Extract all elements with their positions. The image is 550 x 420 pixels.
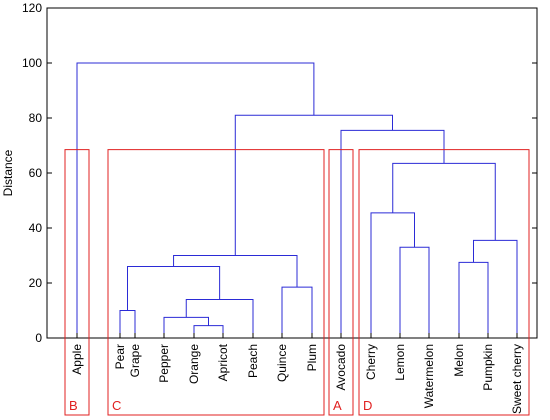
cluster-group-box xyxy=(328,149,354,416)
leaf-label: Grape xyxy=(128,344,142,378)
cluster-group-box xyxy=(64,149,90,416)
y-axis-title: Distance xyxy=(1,149,15,196)
leaf-label: Cherry xyxy=(364,344,378,380)
leaf-label: Peach xyxy=(246,344,260,378)
dendrogram-link xyxy=(127,266,221,311)
y-tick-label: 0 xyxy=(35,331,42,345)
dendrogram-link xyxy=(473,239,518,338)
leaf-label: Pumpkin xyxy=(481,344,495,391)
dendrogram-link xyxy=(392,162,496,241)
dendrogram-link xyxy=(173,255,298,288)
dendrogram-link xyxy=(234,114,393,256)
dendrogram-link xyxy=(185,299,254,338)
dendrogram-link xyxy=(119,310,136,338)
plot-frame xyxy=(46,7,538,339)
cluster-group-box xyxy=(358,149,530,416)
y-tick-label: 60 xyxy=(29,166,43,180)
dendrogram-link xyxy=(458,261,489,338)
leaf-label: Pepper xyxy=(157,344,171,383)
cluster-group-box xyxy=(107,149,325,416)
leaf-label: Quince xyxy=(275,344,289,382)
y-tick-label: 100 xyxy=(22,56,42,70)
dendrogram-link xyxy=(76,62,315,338)
cluster-group-label: B xyxy=(69,398,78,413)
cluster-group-label: A xyxy=(333,398,342,413)
cluster-group-label: D xyxy=(363,398,372,413)
dendrogram-link xyxy=(281,286,313,338)
leaf-label: Lemon xyxy=(393,344,407,381)
leaf-label: Melon xyxy=(452,344,466,377)
y-tick-label: 120 xyxy=(22,1,42,15)
dendrogram-link xyxy=(370,212,415,338)
cluster-group-label: C xyxy=(112,398,121,413)
leaf-label: Sweet cherry xyxy=(510,344,524,414)
leaf-label: Watermelon xyxy=(422,344,436,408)
dendrogram-link xyxy=(193,325,224,338)
dendrogram-link xyxy=(163,316,209,338)
leaf-label: Apple xyxy=(70,344,84,375)
leaf-label: Avocado xyxy=(334,344,348,391)
y-tick-label: 40 xyxy=(29,221,43,235)
leaf-label: Pear xyxy=(113,344,127,369)
leaf-label: Apricot xyxy=(216,343,230,381)
leaf-label: Plum xyxy=(305,344,319,371)
dendrogram-link xyxy=(399,246,430,338)
y-tick-label: 20 xyxy=(29,276,43,290)
leaf-label: Orange xyxy=(187,344,201,384)
y-tick-label: 80 xyxy=(29,111,43,125)
